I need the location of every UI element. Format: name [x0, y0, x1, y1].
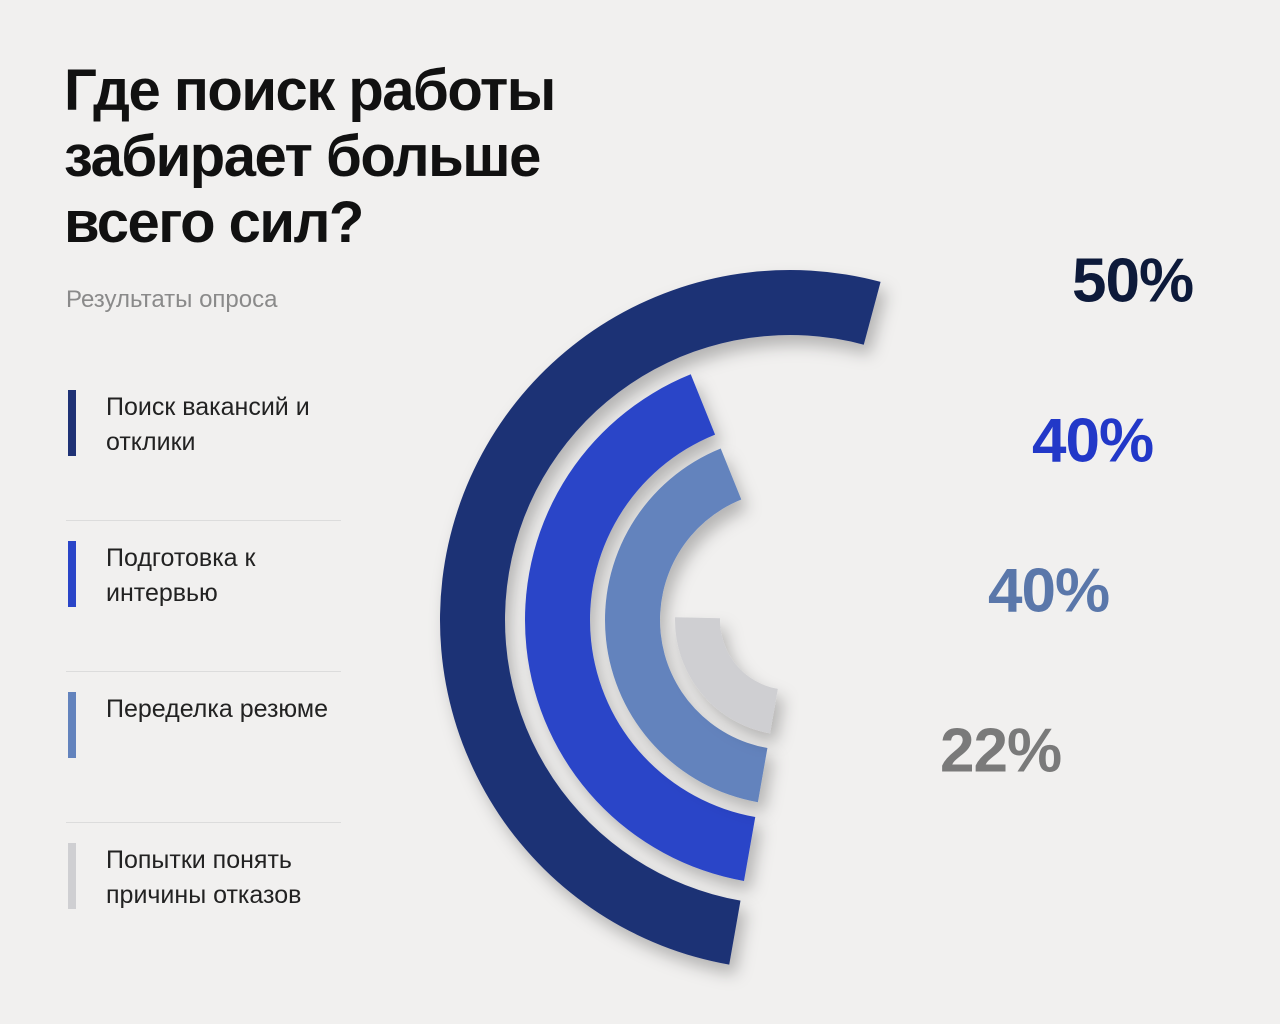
legend-label: Поиск вакансий и отклики — [106, 393, 310, 456]
legend-item: Подготовка к интервью — [66, 521, 341, 672]
value-label: 40% — [988, 556, 1109, 625]
bar-arc — [674, 617, 778, 734]
legend-label: Попытки понять причины отказов — [106, 846, 302, 909]
bar-arc — [524, 374, 756, 881]
legend-item: Переделка резюме — [66, 672, 341, 823]
value-label: 40% — [1032, 406, 1153, 475]
bar-arc — [440, 270, 881, 965]
legend-swatch — [68, 541, 76, 607]
bar-arc — [604, 448, 768, 803]
value-label: 22% — [940, 716, 1061, 785]
legend-item: Попытки понять причины отказов — [66, 823, 341, 974]
legend-swatch — [68, 692, 76, 758]
chart-title: Где поиск работы забирает больше всего с… — [64, 58, 556, 255]
value-label: 50% — [1072, 246, 1193, 315]
legend-swatch — [68, 843, 76, 909]
legend-swatch — [68, 390, 76, 456]
chart-subtitle: Результаты опроса — [66, 286, 278, 313]
legend-label: Переделка резюме — [106, 695, 328, 723]
legend: Поиск вакансий и отклики Подготовка к инт… — [66, 370, 341, 974]
legend-item: Поиск вакансий и отклики — [66, 370, 341, 521]
legend-label: Подготовка к интервью — [106, 544, 256, 607]
